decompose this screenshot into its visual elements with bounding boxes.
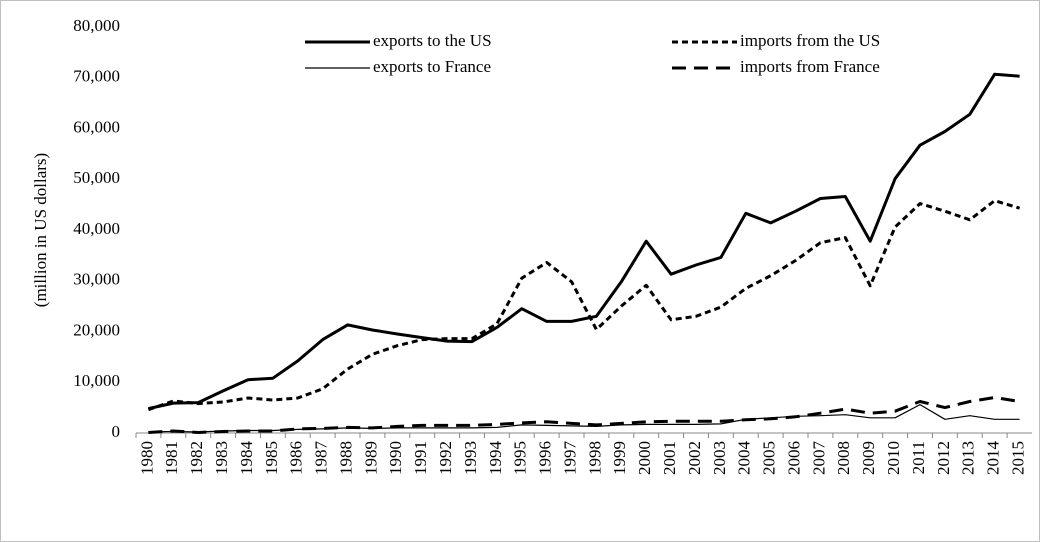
x-tick-label: 1982 xyxy=(187,441,206,475)
y-tick-label: 0 xyxy=(112,422,121,441)
y-tick-label: 10,000 xyxy=(73,371,120,390)
x-tick-label: 2000 xyxy=(635,441,654,475)
x-tick-label: 2008 xyxy=(834,441,853,475)
legend-label: exports to the US xyxy=(373,31,492,50)
x-tick-label: 1991 xyxy=(411,441,430,475)
x-tick-label: 1997 xyxy=(560,441,579,476)
x-tick-label: 1990 xyxy=(386,441,405,475)
x-tick-label: 1993 xyxy=(461,441,480,475)
y-tick-label: 40,000 xyxy=(73,219,120,238)
x-tick-label: 1985 xyxy=(262,441,281,475)
x-tick-label: 2001 xyxy=(660,441,679,475)
x-tick-label: 1988 xyxy=(336,441,355,475)
x-tick-label: 2003 xyxy=(710,441,729,475)
y-tick-label: 80,000 xyxy=(73,16,120,35)
y-tick-label: 60,000 xyxy=(73,117,120,136)
y-tick-label: 30,000 xyxy=(73,270,120,289)
x-tick-label: 1986 xyxy=(287,441,306,475)
legend-label: imports from France xyxy=(740,57,880,76)
x-tick-label: 1999 xyxy=(610,441,629,475)
x-tick-label: 2002 xyxy=(685,441,704,475)
x-tick-label: 2006 xyxy=(784,441,803,475)
x-tick-label: 1994 xyxy=(486,441,505,476)
x-tick-label: 2004 xyxy=(735,441,754,476)
x-tick-label: 1983 xyxy=(212,441,231,475)
x-tick-label: 1998 xyxy=(585,441,604,475)
x-tick-label: 1996 xyxy=(536,441,555,475)
x-tick-label: 2013 xyxy=(959,441,978,475)
x-tick-label: 1980 xyxy=(137,441,156,475)
legend-label: exports to France xyxy=(373,57,491,76)
x-tick-label: 2009 xyxy=(859,441,878,475)
x-tick-label: 1989 xyxy=(361,441,380,475)
x-tick-label: 1992 xyxy=(436,441,455,475)
x-tick-label: 2005 xyxy=(760,441,779,475)
data-line xyxy=(148,72,1020,411)
legend-label: imports from the US xyxy=(740,31,880,50)
y-tick-label: 20,000 xyxy=(73,320,120,339)
x-tick-label: 2015 xyxy=(1008,441,1027,475)
x-tick-label: 1984 xyxy=(237,441,256,476)
y-tick-label: 70,000 xyxy=(73,67,120,86)
x-tick-label: 2007 xyxy=(809,441,828,476)
x-tick-label: 2014 xyxy=(984,441,1003,476)
x-tick-label: 2011 xyxy=(909,441,928,474)
data-line xyxy=(148,396,1020,434)
x-tick-label: 1981 xyxy=(162,441,181,475)
x-tick-label: 1987 xyxy=(312,441,331,476)
x-tick-label: 1995 xyxy=(511,441,530,475)
y-axis-label: (million in US dollars) xyxy=(31,153,50,307)
x-tick-label: 2010 xyxy=(884,441,903,475)
y-tick-label: 50,000 xyxy=(73,168,120,187)
x-tick-label: 2012 xyxy=(934,441,953,475)
